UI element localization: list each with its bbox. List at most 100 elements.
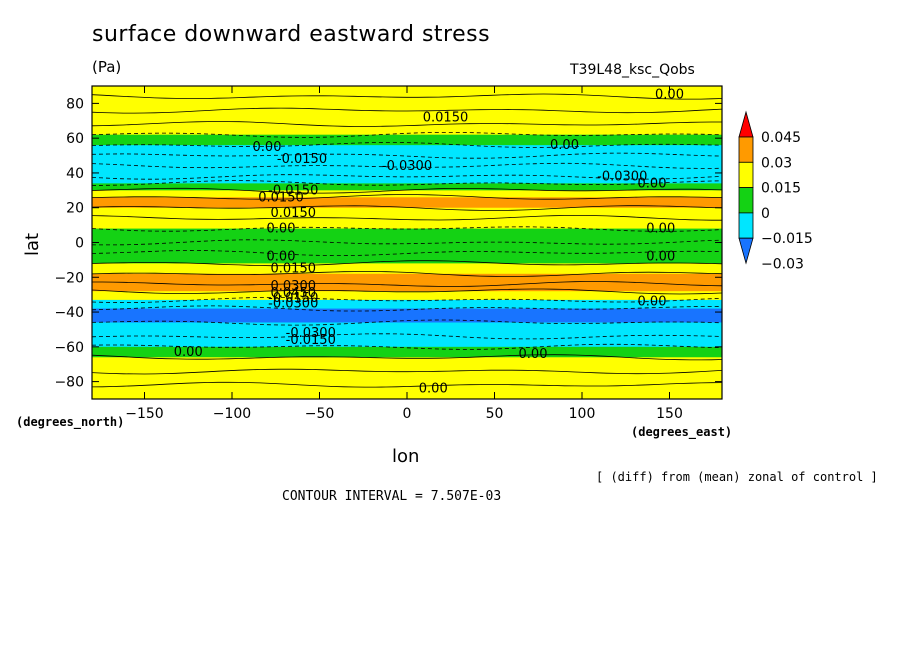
- contour-line: [92, 215, 722, 221]
- contour-interval: CONTOUR INTERVAL = 7.507E-03: [282, 489, 502, 504]
- y-tick-label: 40: [66, 166, 84, 182]
- contour-label: 0.0150: [423, 110, 469, 125]
- contour-line: [92, 107, 722, 114]
- x-tick-label: 50: [486, 406, 504, 422]
- x-axis-label: lon: [392, 446, 420, 467]
- contour-label: -0.0150: [268, 291, 318, 306]
- zonal-band: [92, 155, 722, 167]
- colorbar-segment: [738, 212, 754, 239]
- zonal-band: [92, 96, 722, 111]
- contour-label: 0.0150: [258, 190, 304, 205]
- zonal-band: [92, 308, 722, 324]
- x-tick-label: −50: [305, 406, 335, 422]
- contour-line: [92, 121, 722, 127]
- zonal-band: [92, 242, 722, 254]
- contour-line: [92, 297, 722, 304]
- contour-label: -0.0300: [597, 169, 647, 184]
- contour-label: -0.0150: [286, 333, 336, 348]
- contour-line: [92, 250, 722, 256]
- contour-line: [92, 205, 722, 211]
- colorbar-label: −0.03: [761, 257, 804, 273]
- contour-line: [92, 239, 722, 246]
- contour-line: [92, 368, 722, 375]
- contour-label: 0.00: [638, 295, 667, 310]
- diff-note: [ (diff) from (mean) zonal of control ]: [596, 470, 878, 484]
- contour-line: [92, 93, 722, 100]
- contour-line: [92, 381, 722, 388]
- contour-line: [92, 343, 722, 350]
- colorbar-segment: [738, 187, 754, 214]
- contour-line: [92, 271, 722, 277]
- units-label: (Pa): [92, 58, 122, 76]
- y-tick-label: −80: [54, 375, 84, 391]
- contour-label: -0.0300: [268, 296, 318, 311]
- y-units-label: (degrees_north): [16, 415, 125, 429]
- contour-label: 0.00: [550, 138, 579, 153]
- contour-line: [92, 260, 722, 267]
- zonal-band: [92, 183, 722, 191]
- colorbar-label: −0.015: [761, 231, 813, 247]
- zonal-band: [92, 197, 722, 209]
- x-tick-label: −150: [125, 406, 163, 422]
- y-tick-label: −20: [54, 270, 84, 286]
- zonal-band: [92, 124, 722, 136]
- x-tick-label: −100: [213, 406, 251, 422]
- contour-line: [92, 194, 722, 200]
- y-tick-label: 60: [66, 131, 84, 147]
- contour-line: [92, 180, 722, 186]
- zonal-band: [92, 165, 722, 178]
- zonal-band: [92, 346, 722, 358]
- y-tick-label: 0: [75, 236, 84, 252]
- y-tick-label: −60: [54, 340, 84, 356]
- y-tick-label: 80: [66, 96, 84, 112]
- contour-line: [92, 132, 722, 138]
- x-units-label: (degrees_east): [631, 425, 733, 439]
- x-tick-label: 100: [569, 406, 596, 422]
- contour-label: 0.0300: [271, 279, 317, 294]
- contour-label: 0.00: [655, 88, 684, 103]
- contour-line: [92, 174, 722, 180]
- axis-ticks: −150 −100 −50 0 50 100 150 80 60 40 20 0 −20 −40 −60 −8…: [54, 86, 722, 422]
- plot-area: 0.000.01500.00-0.01500.00-0.0300-0.03000…: [92, 86, 722, 399]
- zonal-band: [92, 263, 722, 275]
- contour-label: -0.0300: [382, 159, 432, 174]
- zonal-band: [92, 134, 722, 146]
- contour-label: 0.0150: [271, 206, 317, 221]
- contour-line: [92, 333, 722, 340]
- colorbar-segment: [738, 161, 754, 189]
- zonal-band: [92, 322, 722, 337]
- colorbar-label: 0: [761, 206, 770, 222]
- contour-line: [92, 319, 722, 326]
- contour-label: 0.00: [419, 382, 448, 397]
- zonal-band: [92, 110, 722, 125]
- zonal-band: [92, 357, 722, 372]
- x-tick-label: 0: [403, 406, 412, 422]
- contour-label: -0.0150: [277, 152, 327, 167]
- contour-label: 0.0450: [271, 286, 317, 301]
- zonal-band: [92, 218, 722, 230]
- zonal-band: [92, 291, 722, 301]
- contour-label: -0.0300: [286, 326, 336, 341]
- contour-line: [92, 305, 722, 312]
- contour-line: [92, 226, 722, 232]
- contour-label: 0.00: [267, 249, 296, 264]
- colorbar-min-arrow: [738, 237, 754, 265]
- zonal-band: [92, 145, 722, 157]
- colorbar-label: 0.045: [761, 130, 801, 146]
- contour-line: [92, 354, 722, 361]
- contour-label: 0.00: [267, 222, 296, 237]
- colorbar: 0.045 0.03 0.015 0 −0.015 −0.03: [738, 110, 813, 273]
- y-tick-label: 20: [66, 201, 84, 217]
- zonal-band: [92, 284, 722, 292]
- colorbar-max-arrow: [738, 110, 754, 138]
- run-label: T39L48_ksc_Qobs: [570, 62, 695, 78]
- colorbar-segment: [738, 136, 754, 163]
- y-axis-label: lat: [22, 232, 43, 256]
- zonal-band: [92, 371, 722, 386]
- zonal-band: [92, 336, 722, 348]
- zonal-band: [92, 299, 722, 310]
- zonal-band: [92, 207, 722, 219]
- contour-label: 0.00: [519, 347, 548, 362]
- contour-label: 0.00: [253, 140, 282, 155]
